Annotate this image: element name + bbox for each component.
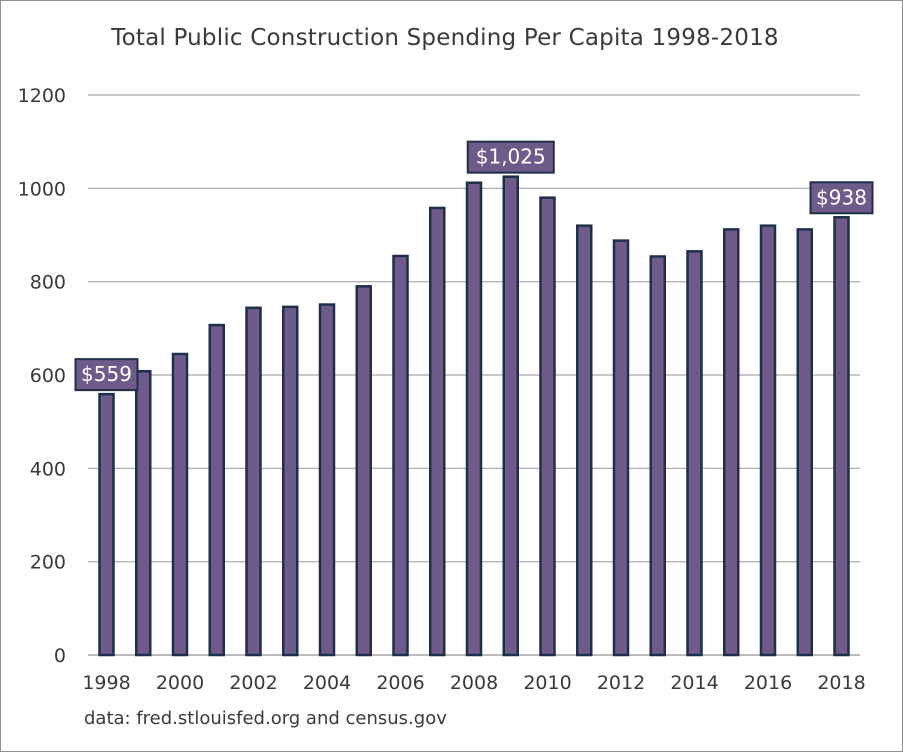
y-tick-label: 0 xyxy=(54,645,66,667)
bar xyxy=(392,254,409,657)
bar xyxy=(98,392,115,657)
x-tick-label: 2018 xyxy=(817,672,865,694)
bar xyxy=(429,206,446,657)
bar-series xyxy=(98,175,850,657)
x-tick-label: 2016 xyxy=(744,672,792,694)
data-source-note: data: fred.stlouisfed.org and census.gov xyxy=(84,708,447,729)
y-tick-label: 1200 xyxy=(18,85,66,107)
callout-box xyxy=(809,181,874,215)
x-tick-label: 1998 xyxy=(82,672,130,694)
x-tick-label: 2012 xyxy=(597,672,645,694)
x-tick-label: 2002 xyxy=(229,672,277,694)
x-tick-label: 2008 xyxy=(450,672,498,694)
bar xyxy=(539,196,556,657)
y-tick-label: 200 xyxy=(30,552,66,574)
bar xyxy=(355,285,372,657)
callout-box xyxy=(466,140,555,174)
bar xyxy=(686,250,703,657)
callout-label: $938 xyxy=(816,185,867,209)
x-tick-label: 2014 xyxy=(670,672,718,694)
bar xyxy=(649,255,666,657)
bar xyxy=(576,224,593,657)
bar xyxy=(833,216,850,657)
bar xyxy=(723,228,740,657)
y-tick-label: 800 xyxy=(30,272,66,294)
callout-label: $1,025 xyxy=(476,145,546,169)
bar xyxy=(135,370,152,657)
chart-title: Total Public Construction Spending Per C… xyxy=(111,25,779,51)
bar xyxy=(208,323,225,657)
bar xyxy=(282,305,299,657)
bar xyxy=(171,352,189,657)
y-tick-label: 600 xyxy=(30,365,66,387)
x-tick-label: 2010 xyxy=(523,672,571,694)
callout-label: $559 xyxy=(81,362,132,386)
x-tick-label: 2000 xyxy=(156,672,204,694)
callout-box xyxy=(74,358,139,392)
bar xyxy=(465,181,483,657)
bar xyxy=(612,239,630,657)
x-tick-label: 2004 xyxy=(303,672,351,694)
y-tick-label: 400 xyxy=(30,458,66,480)
x-axis-tick-labels: 1998 2000 2002 2004 2006 2008 2010 2012 2014 2016… xyxy=(82,672,865,694)
bar xyxy=(318,303,336,657)
x-tick-label: 2006 xyxy=(376,672,424,694)
bar xyxy=(245,306,262,657)
bar xyxy=(796,228,813,657)
data-callouts: $559 $1,025 $938 xyxy=(74,140,874,392)
y-axis-tick-labels: 0 200 400 600 800 1000 1200 xyxy=(18,85,66,667)
y-tick-label: 1000 xyxy=(18,178,66,200)
bar xyxy=(502,175,519,657)
bar xyxy=(759,224,777,657)
